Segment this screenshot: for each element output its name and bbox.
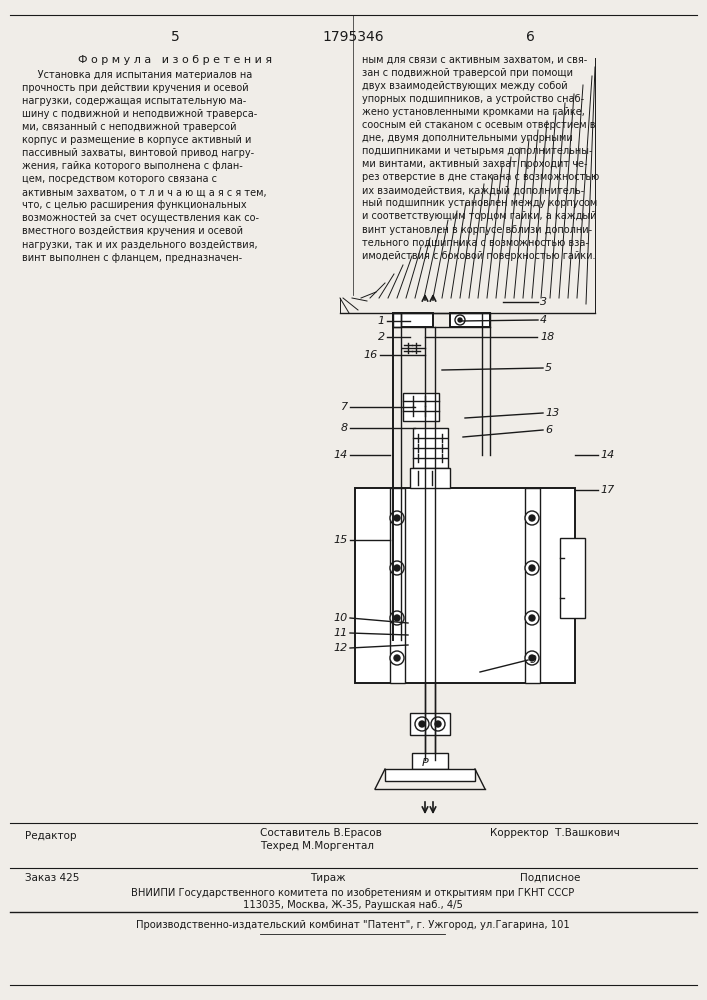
Circle shape xyxy=(431,717,445,731)
Circle shape xyxy=(394,655,400,661)
Text: 3: 3 xyxy=(540,297,547,307)
Text: 8: 8 xyxy=(341,423,348,433)
Bar xyxy=(450,313,490,327)
Bar xyxy=(412,753,448,769)
Circle shape xyxy=(419,721,425,727)
Text: 5: 5 xyxy=(170,30,180,44)
Text: 16: 16 xyxy=(363,350,378,360)
Text: 1: 1 xyxy=(378,316,385,326)
Circle shape xyxy=(525,651,539,665)
Circle shape xyxy=(394,565,400,571)
Text: 5: 5 xyxy=(545,363,552,373)
Text: 4: 4 xyxy=(540,315,547,325)
Text: 10: 10 xyxy=(334,613,348,623)
Text: 2: 2 xyxy=(378,332,385,342)
Text: Редактор: Редактор xyxy=(25,831,76,841)
Circle shape xyxy=(394,615,400,621)
Circle shape xyxy=(455,315,465,325)
Bar xyxy=(393,313,401,327)
Bar xyxy=(413,428,448,468)
Circle shape xyxy=(415,717,429,731)
Text: 11: 11 xyxy=(334,628,348,638)
Text: 14: 14 xyxy=(600,450,614,460)
Circle shape xyxy=(525,561,539,575)
Bar xyxy=(393,313,433,327)
Circle shape xyxy=(458,318,462,322)
Text: 12: 12 xyxy=(334,643,348,653)
Circle shape xyxy=(529,565,535,571)
Text: Производственно-издательский комбинат "Патент", г. Ужгород, ул.Гагарина, 101: Производственно-издательский комбинат "П… xyxy=(136,920,570,930)
Text: Тираж: Тираж xyxy=(310,873,346,883)
Bar xyxy=(410,468,450,488)
Circle shape xyxy=(390,611,404,625)
Circle shape xyxy=(390,651,404,665)
Text: 17: 17 xyxy=(600,485,614,495)
Text: Подписное: Подписное xyxy=(520,873,580,883)
Bar xyxy=(390,488,405,683)
Circle shape xyxy=(394,515,400,521)
Circle shape xyxy=(390,561,404,575)
Text: 6: 6 xyxy=(525,30,534,44)
Circle shape xyxy=(390,511,404,525)
Text: Корректор  Т.Вашкович: Корректор Т.Вашкович xyxy=(490,828,620,838)
Circle shape xyxy=(435,721,441,727)
Circle shape xyxy=(525,511,539,525)
Bar xyxy=(410,713,450,735)
Text: 6: 6 xyxy=(545,425,552,435)
Text: 9: 9 xyxy=(530,655,537,665)
Text: Составитель В.Ерасов: Составитель В.Ерасов xyxy=(260,828,382,838)
Circle shape xyxy=(529,615,535,621)
Circle shape xyxy=(525,611,539,625)
Bar xyxy=(525,488,540,683)
Text: 7: 7 xyxy=(341,402,348,412)
Circle shape xyxy=(529,655,535,661)
Circle shape xyxy=(529,515,535,521)
Text: Ф о р м у л а   и з о б р е т е н и я: Ф о р м у л а и з о б р е т е н и я xyxy=(78,55,272,65)
Text: ВНИИПИ Государственного комитета по изобретениям и открытиям при ГКНТ СССР: ВНИИПИ Государственного комитета по изоб… xyxy=(132,888,575,898)
Text: Установка для испытания материалов на
прочность при действии кручения и осевой
н: Установка для испытания материалов на пр… xyxy=(22,70,267,263)
Text: ным для связи с активным захватом, и свя-
зан с подвижной траверсой при помощи
д: ным для связи с активным захватом, и свя… xyxy=(362,55,600,261)
Text: 14: 14 xyxy=(334,450,348,460)
Text: Заказ 425: Заказ 425 xyxy=(25,873,79,883)
Text: Техред М.Моргентал: Техред М.Моргентал xyxy=(260,841,374,851)
Bar xyxy=(560,538,585,618)
Bar xyxy=(385,769,475,781)
Bar xyxy=(355,488,575,683)
Text: 1795346: 1795346 xyxy=(322,30,384,44)
Text: P: P xyxy=(422,758,428,768)
Text: 13: 13 xyxy=(545,408,559,418)
Text: 15: 15 xyxy=(334,535,348,545)
Text: 113035, Москва, Ж-35, Раушская наб., 4/5: 113035, Москва, Ж-35, Раушская наб., 4/5 xyxy=(243,900,463,910)
Text: 18: 18 xyxy=(540,332,554,342)
Bar xyxy=(403,393,439,421)
